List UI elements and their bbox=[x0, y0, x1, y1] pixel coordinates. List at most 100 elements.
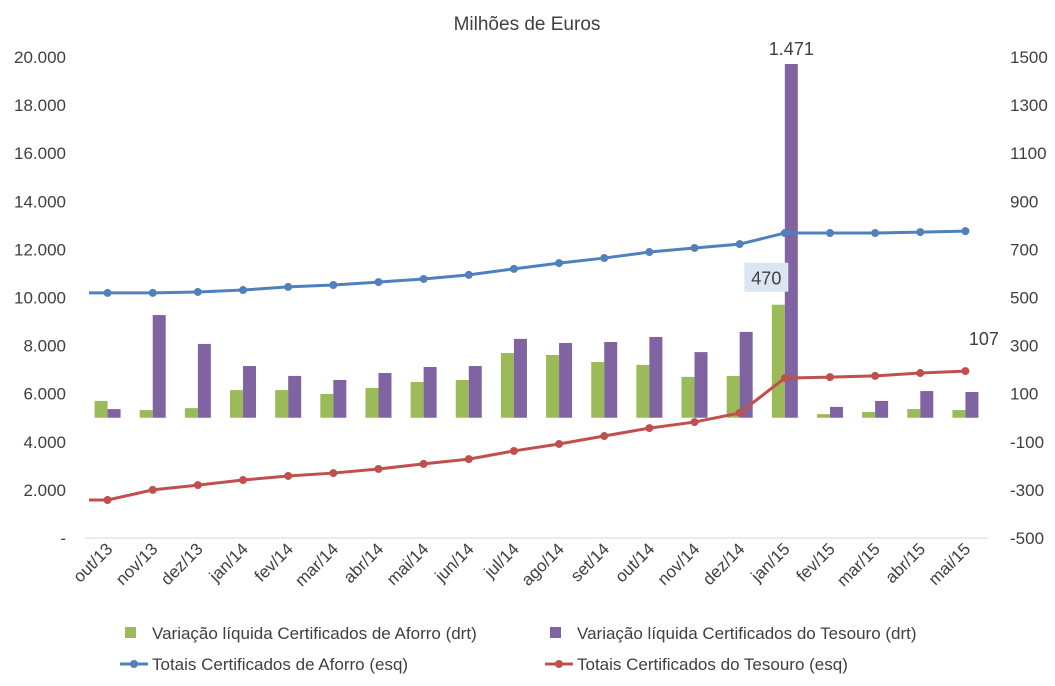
x-axis-tick-label: jun/14 bbox=[431, 539, 478, 586]
bar-tesouro-variation bbox=[875, 400, 889, 418]
left-axis-tick-label: 10.000 bbox=[14, 289, 66, 308]
bar-tesouro-variation bbox=[333, 379, 347, 418]
line-aforro-total bbox=[89, 229, 966, 295]
data-label: 470 bbox=[751, 269, 781, 289]
bar-tesouro-variation bbox=[378, 373, 392, 418]
bar-aforro-variation bbox=[636, 364, 650, 418]
point-tesouro-total bbox=[825, 373, 834, 382]
left-axis-tick-label: 12.000 bbox=[14, 240, 66, 259]
bar-tesouro-variation bbox=[243, 366, 257, 418]
x-axis-tick-label: set/14 bbox=[567, 539, 613, 585]
x-axis-tick-label: nov/14 bbox=[654, 539, 704, 589]
x-axis-tick-label: mar/14 bbox=[291, 539, 342, 590]
chart-title: Milhões de Euros bbox=[454, 14, 601, 35]
point-tesouro-total bbox=[284, 471, 293, 480]
point-tesouro-total bbox=[464, 455, 473, 464]
bar-tesouro-variation bbox=[152, 315, 166, 418]
bar-aforro-variation bbox=[771, 304, 785, 418]
x-axis-tick-label: fev/15 bbox=[793, 539, 839, 585]
bar-tesouro-variation bbox=[920, 391, 934, 418]
bar-tesouro-variation bbox=[784, 63, 798, 418]
bar-aforro-variation bbox=[681, 376, 695, 418]
x-axis-tick-label: ago/14 bbox=[518, 539, 568, 589]
left-axis-tick-label: 8.000 bbox=[23, 337, 66, 356]
data-label-background bbox=[744, 262, 789, 292]
point-tesouro-total bbox=[419, 459, 428, 468]
right-axis-tick-label: 1500 bbox=[1010, 48, 1048, 67]
bar-aforro-variation bbox=[139, 410, 153, 418]
point-aforro-total bbox=[916, 228, 925, 237]
point-aforro-total bbox=[961, 227, 970, 236]
bar-tesouro-variation bbox=[468, 366, 482, 418]
data-label: 107 bbox=[969, 329, 999, 349]
x-axis-tick-label: out/13 bbox=[70, 539, 117, 586]
x-axis-tick-label: mai/15 bbox=[925, 539, 975, 589]
left-axis-tick-label: 20.000 bbox=[14, 48, 66, 67]
left-axis-tick-label: 2.000 bbox=[23, 481, 66, 500]
right-axis-tick-label: 500 bbox=[1010, 289, 1038, 308]
point-aforro-total bbox=[464, 270, 473, 279]
point-aforro-total bbox=[103, 288, 112, 297]
point-tesouro-total bbox=[780, 374, 789, 383]
point-tesouro-total bbox=[645, 424, 654, 433]
point-tesouro-total bbox=[690, 418, 699, 427]
point-aforro-total bbox=[374, 278, 383, 287]
point-aforro-total bbox=[329, 280, 338, 289]
bar-tesouro-variation bbox=[513, 338, 527, 418]
bar-aforro-variation bbox=[500, 353, 514, 418]
bar-tesouro-variation bbox=[739, 331, 753, 418]
bar-aforro-variation bbox=[591, 361, 605, 418]
bar-aforro-variation bbox=[455, 379, 469, 418]
right-axis-tick-label: -300 bbox=[1010, 481, 1044, 500]
left-axis-tick-label: - bbox=[60, 529, 66, 548]
left-axis-tick-label: 16.000 bbox=[14, 144, 66, 163]
left-axis-tick-label: 4.000 bbox=[23, 433, 66, 452]
bar-tesouro-variation bbox=[649, 336, 663, 418]
right-axis-tick-label: 100 bbox=[1010, 385, 1038, 404]
bar-aforro-variation bbox=[907, 409, 921, 418]
legend-swatch bbox=[550, 627, 561, 638]
point-aforro-total bbox=[825, 229, 834, 238]
right-axis-tick-label: 900 bbox=[1010, 192, 1038, 211]
right-axis-tick-label: 300 bbox=[1010, 337, 1038, 356]
bar-aforro-variation bbox=[275, 390, 289, 418]
bar-aforro-variation bbox=[862, 411, 876, 418]
legend-label: Variação líquida Certificados do Tesouro… bbox=[577, 624, 917, 643]
bar-aforro-variation bbox=[94, 400, 108, 418]
right-axis-tick-label: 1300 bbox=[1010, 96, 1048, 115]
left-axis-tick-label: 18.000 bbox=[14, 96, 66, 115]
bar-aforro-variation bbox=[410, 381, 424, 418]
bar-tesouro-variation bbox=[107, 409, 121, 418]
point-tesouro-total bbox=[871, 371, 880, 380]
point-tesouro-total bbox=[735, 408, 744, 417]
x-axis-tick-label: mai/14 bbox=[383, 539, 433, 589]
line-tesouro-total bbox=[89, 369, 966, 502]
x-axis-tick-label: out/14 bbox=[611, 539, 658, 586]
point-tesouro-total bbox=[239, 476, 248, 485]
point-tesouro-total bbox=[509, 446, 518, 455]
point-aforro-total bbox=[239, 286, 248, 295]
point-tesouro-total bbox=[329, 469, 338, 478]
point-aforro-total bbox=[600, 254, 609, 263]
point-aforro-total bbox=[780, 229, 789, 238]
bar-aforro-variation bbox=[952, 410, 966, 418]
right-axis-tick-label: 700 bbox=[1010, 240, 1038, 259]
bar-tesouro-variation bbox=[197, 343, 211, 418]
point-tesouro-total bbox=[916, 369, 925, 378]
legend-label: Variação líquida Certificados de Aforro … bbox=[152, 624, 477, 643]
legend-swatch bbox=[555, 660, 563, 668]
x-axis-tick-label: jan/15 bbox=[747, 539, 794, 586]
legend-swatch bbox=[125, 627, 136, 638]
point-aforro-total bbox=[555, 259, 564, 268]
bar-tesouro-variation bbox=[965, 392, 979, 418]
point-tesouro-total bbox=[148, 485, 157, 494]
bar-tesouro-variation bbox=[604, 341, 618, 418]
bar-aforro-variation bbox=[230, 390, 244, 418]
x-axis-tick-label: jul/14 bbox=[480, 539, 523, 582]
data-label-leader bbox=[768, 292, 780, 305]
bar-aforro-variation bbox=[320, 393, 334, 418]
point-aforro-total bbox=[735, 240, 744, 249]
bar-aforro-variation bbox=[726, 375, 740, 418]
bar-aforro-variation bbox=[816, 414, 830, 418]
